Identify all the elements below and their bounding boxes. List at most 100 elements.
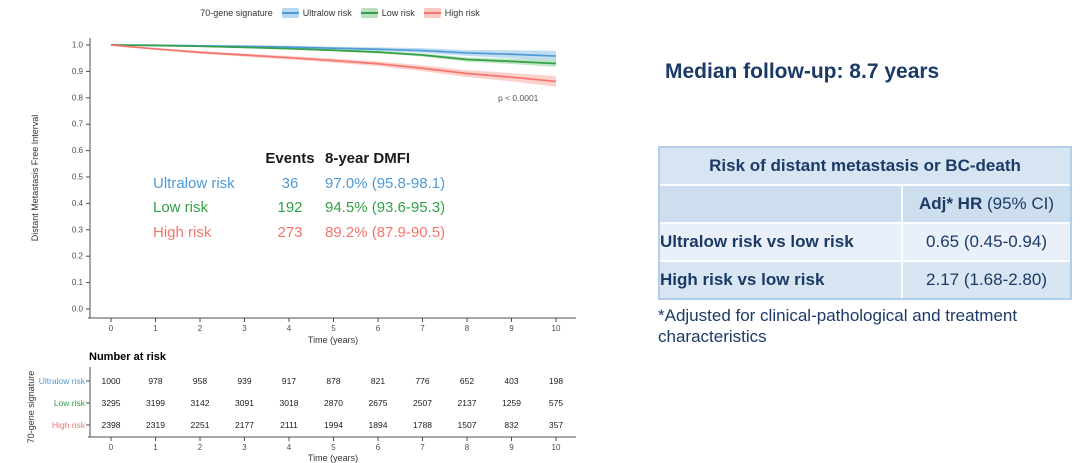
svg-text:0.4: 0.4 bbox=[72, 199, 84, 208]
svg-text:5: 5 bbox=[331, 443, 336, 452]
risk-x-axis-label: Time (years) bbox=[308, 453, 358, 463]
risk-count: 958 bbox=[193, 376, 207, 386]
risk-count: 2251 bbox=[191, 420, 210, 430]
risk-row-label: Ultralow risk bbox=[39, 376, 86, 386]
svg-text:2: 2 bbox=[198, 324, 203, 333]
hr-row-label: High risk vs low risk bbox=[660, 260, 902, 298]
svg-text:0.2: 0.2 bbox=[72, 252, 84, 261]
svg-text:0.0: 0.0 bbox=[72, 305, 84, 314]
svg-text:5: 5 bbox=[331, 324, 336, 333]
hr-column-header: Adj* HR (95% CI) bbox=[901, 184, 1070, 223]
risk-count: 1000 bbox=[102, 376, 121, 386]
risk-count: 652 bbox=[460, 376, 474, 386]
risk-count: 3199 bbox=[146, 398, 165, 408]
risk-row-label: Low risk bbox=[54, 398, 86, 408]
risk-count: 978 bbox=[148, 376, 162, 386]
svg-text:10: 10 bbox=[552, 443, 561, 452]
svg-text:6: 6 bbox=[376, 324, 381, 333]
risk-count: 2111 bbox=[280, 420, 298, 430]
svg-text:3: 3 bbox=[242, 443, 247, 452]
legend-label: Ultralow risk bbox=[302, 8, 352, 18]
svg-text:6: 6 bbox=[376, 443, 381, 452]
risk-count: 2675 bbox=[369, 398, 388, 408]
annotation-row-label: Low risk bbox=[153, 199, 209, 216]
legend-item: High risk bbox=[423, 8, 480, 18]
hr-empty-cell bbox=[660, 184, 902, 223]
hr-row-value: 2.17 (1.68-2.80) bbox=[901, 260, 1070, 298]
svg-text:0: 0 bbox=[109, 443, 114, 452]
risk-count: 2177 bbox=[235, 420, 254, 430]
median-followup-heading: Median follow-up: 8.7 years bbox=[665, 60, 940, 83]
risk-count: 3018 bbox=[280, 398, 299, 408]
risk-count: 1788 bbox=[413, 420, 432, 430]
svg-text:9: 9 bbox=[509, 443, 514, 452]
annotation-events-value: 36 bbox=[281, 174, 299, 192]
risk-count: 2507 bbox=[413, 398, 432, 408]
annotation-row-label: Ultralow risk bbox=[153, 174, 235, 192]
svg-text:0.9: 0.9 bbox=[72, 67, 84, 76]
risk-count: 878 bbox=[326, 376, 340, 386]
ci-band bbox=[111, 45, 556, 62]
legend-swatch-icon bbox=[281, 8, 299, 18]
risk-count: 2319 bbox=[146, 420, 165, 430]
svg-text:0.1: 0.1 bbox=[72, 278, 84, 287]
hr-column-header-rest: (95% CI) bbox=[982, 194, 1055, 213]
risk-count: 3295 bbox=[102, 398, 121, 408]
x-axis-label: Time (years) bbox=[308, 335, 358, 345]
svg-text:1: 1 bbox=[153, 443, 158, 452]
risk-count: 1994 bbox=[324, 420, 343, 430]
svg-text:0: 0 bbox=[109, 324, 114, 333]
legend-item: Low risk bbox=[360, 8, 415, 18]
y-axis-label: Distant Metastasis Free Interval bbox=[30, 115, 40, 242]
svg-text:0.3: 0.3 bbox=[72, 225, 84, 234]
legend-item: Ultralow risk bbox=[281, 8, 352, 18]
risk-count: 939 bbox=[237, 376, 251, 386]
hr-table-title: Risk of distant metastasis or BC-death bbox=[660, 148, 1070, 185]
hr-column-header-bold: Adj* HR bbox=[918, 194, 983, 213]
svg-text:4: 4 bbox=[287, 324, 292, 333]
p-value-label: p < 0.0001 bbox=[498, 93, 539, 103]
annotation-col-header: 8-year DMFI bbox=[325, 150, 411, 167]
annotation-events-value: 273 bbox=[277, 223, 303, 241]
risk-table-ylabel: 70-gene signature bbox=[26, 371, 36, 444]
risk-count: 3142 bbox=[191, 398, 210, 408]
side-panel: Median follow-up: 8.7 years Risk of dist… bbox=[640, 0, 1080, 463]
risk-count: 1259 bbox=[502, 398, 521, 408]
risk-table-title: Number at risk bbox=[89, 351, 167, 363]
risk-count: 357 bbox=[549, 420, 563, 430]
svg-text:0.5: 0.5 bbox=[72, 173, 84, 182]
risk-count: 2137 bbox=[458, 398, 477, 408]
legend-label: High risk bbox=[444, 8, 480, 18]
hr-table: Risk of distant metastasis or BC-death A… bbox=[658, 146, 1072, 300]
risk-count: 1507 bbox=[458, 420, 477, 430]
svg-text:7: 7 bbox=[420, 324, 425, 333]
svg-text:1.0: 1.0 bbox=[72, 41, 84, 50]
risk-row-label: High risk bbox=[52, 420, 86, 430]
svg-text:7: 7 bbox=[420, 443, 425, 452]
svg-text:1: 1 bbox=[153, 324, 158, 333]
risk-count: 403 bbox=[504, 376, 518, 386]
risk-count: 2398 bbox=[102, 420, 121, 430]
legend-label: Low risk bbox=[381, 8, 415, 18]
legend-swatch-icon bbox=[360, 8, 378, 18]
svg-text:10: 10 bbox=[552, 324, 561, 333]
legend-swatch-icon bbox=[423, 8, 441, 18]
svg-text:8: 8 bbox=[465, 443, 470, 452]
hr-row-label: Ultralow risk vs low risk bbox=[660, 222, 902, 261]
risk-count: 2870 bbox=[324, 398, 343, 408]
adjustment-footnote: *Adjusted for clinical-pathological and … bbox=[658, 306, 1018, 346]
km-curve bbox=[110, 44, 557, 65]
km-plot: 0.0 0.1 0.2 0.3 0.4 0.5 0.6 0.7 0.8 0.9 1.0 0 1 2 3 4 5 6… bbox=[26, 38, 576, 463]
risk-count: 575 bbox=[549, 398, 563, 408]
km-curve bbox=[110, 44, 557, 83]
events-dmfi-annotation: Events 8-year DMFI Ultralow risk 36 97.0% (9… bbox=[153, 147, 497, 245]
svg-text:0.8: 0.8 bbox=[72, 93, 84, 102]
risk-count: 832 bbox=[504, 420, 518, 430]
annotation-dmfi-value: 89.2% (87.9-90.5) bbox=[325, 223, 446, 241]
svg-text:3: 3 bbox=[242, 324, 247, 333]
risk-count: 198 bbox=[549, 376, 563, 386]
chart-legend: 70-gene signature Ultralow risk Low risk Hi… bbox=[90, 8, 590, 18]
risk-count: 3091 bbox=[235, 398, 254, 408]
risk-count: 917 bbox=[282, 376, 296, 386]
